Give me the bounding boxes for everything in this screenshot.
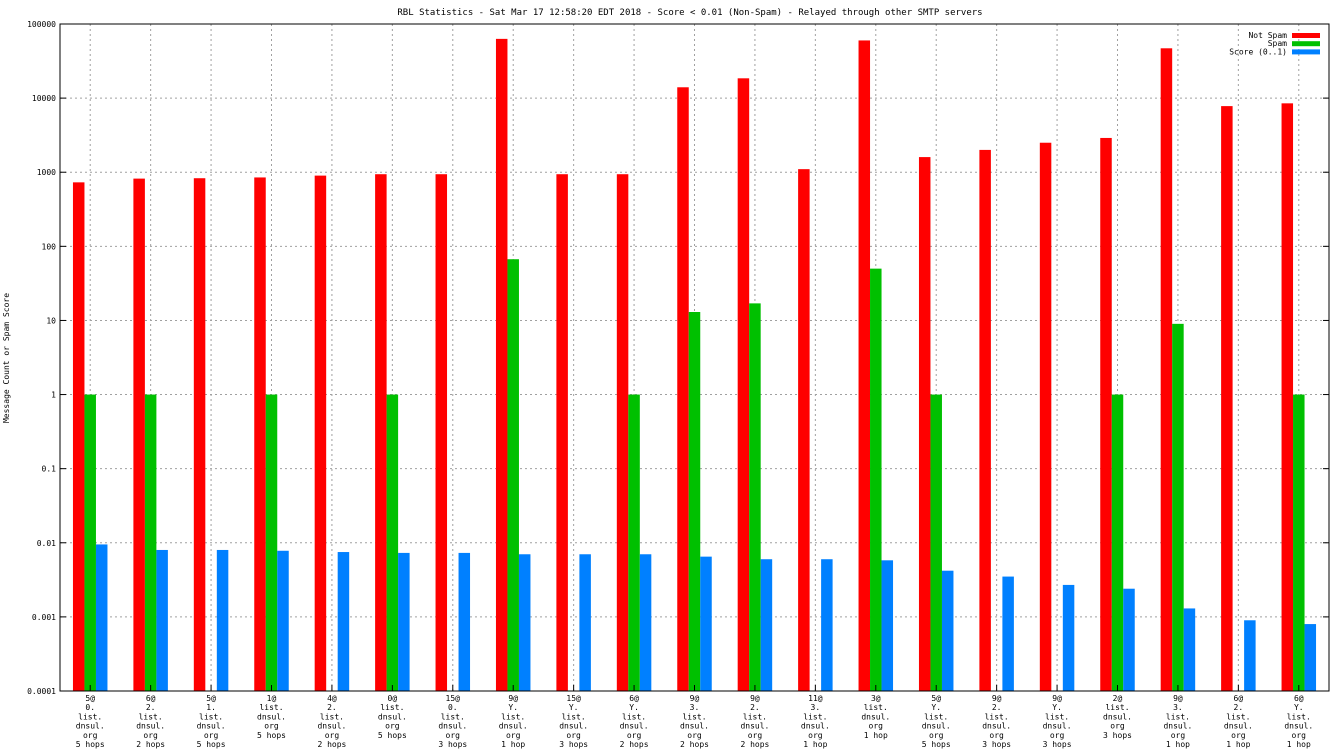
- x-category-label: 5@ 1. list. dnsul. org 5 hops: [197, 694, 226, 749]
- bar-not-spam: [918, 157, 931, 692]
- bar-score-0-1: [579, 554, 591, 691]
- x-category-label: 9@ Y. list. dnsul. org 1 hop: [499, 694, 528, 749]
- bar-not-spam: [737, 78, 750, 691]
- x-category-label: 9@ 3. list. dnsul. org 1 hop: [1163, 694, 1192, 749]
- bar-spam: [749, 303, 761, 691]
- bar-spam: [1111, 394, 1124, 691]
- bar-score-0-1: [1002, 576, 1014, 691]
- x-category-label: 6@ Y. list. dnsul. org 2 hops: [620, 694, 649, 749]
- bar-spam: [265, 394, 278, 691]
- x-category-label: 9@ 2. list. dnsul. org 2 hops: [740, 694, 769, 749]
- bar-score-0-1: [941, 570, 954, 691]
- legend-swatch: [1292, 41, 1320, 47]
- bar-score-0-1: [1304, 624, 1317, 691]
- bar-spam: [84, 394, 96, 691]
- x-category-label: 15@ 0. list. dnsul. org 3 hops: [438, 694, 467, 749]
- x-category-label: 9@ Y. list. dnsul. org 3 hops: [1043, 694, 1072, 749]
- legend-label: Score (0..1): [1229, 47, 1287, 56]
- bar-score-0-1: [458, 552, 471, 691]
- y-tick-label: 10000: [32, 94, 56, 103]
- bar-score-0-1: [277, 550, 289, 691]
- bar-spam: [628, 394, 640, 691]
- bar-not-spam: [435, 174, 448, 691]
- bar-not-spam: [1281, 103, 1294, 692]
- bar-not-spam: [1160, 48, 1173, 692]
- bar-not-spam: [375, 174, 387, 691]
- bar-score-0-1: [518, 554, 531, 691]
- bars: [72, 38, 1317, 692]
- bar-not-spam: [858, 40, 871, 691]
- x-axis-category-labels: 5@ 0. list. dnsul. org 5 hops 6@ 2. list. dnsul. o…: [76, 694, 1313, 749]
- bar-score-0-1: [216, 549, 229, 691]
- legend-label: Spam: [1268, 39, 1287, 48]
- x-category-label: 6@ 2. list. dnsul. org 2 hops: [136, 694, 165, 749]
- bar-not-spam: [798, 169, 810, 691]
- legend-swatch: [1292, 49, 1320, 55]
- bar-not-spam: [193, 178, 206, 692]
- bar-not-spam: [254, 177, 266, 691]
- y-tick-label: 0.0001: [27, 687, 56, 696]
- bar-spam: [507, 259, 519, 691]
- x-category-label: 6@ 2. list. dnsul. org 1 hop: [1224, 694, 1253, 749]
- x-category-label: 15@ Y. list. dnsul. org 3 hops: [559, 694, 588, 749]
- y-axis-ticks: 0.0001 0.001 0.01 0.1 1 10 100 1000 10000 100000: [27, 20, 1329, 696]
- bar-score-0-1: [821, 559, 833, 691]
- bar-not-spam: [72, 182, 85, 691]
- legend-label: Not Spam: [1248, 31, 1287, 40]
- bar-score-0-1: [95, 544, 108, 691]
- bar-score-0-1: [1123, 588, 1135, 691]
- bar-score-0-1: [1183, 608, 1196, 691]
- x-category-label: 4@ 2. list. dnsul. org 2 hops: [317, 694, 346, 749]
- x-category-label: 3@ list. dnsul. org 1 hop: [861, 694, 890, 740]
- bar-not-spam: [133, 178, 145, 692]
- bar-not-spam: [616, 174, 629, 691]
- y-tick-label: 0.001: [32, 613, 56, 622]
- bar-not-spam: [1100, 137, 1112, 691]
- legend-swatch: [1292, 33, 1320, 38]
- x-category-label: 5@ Y. list. dnsul. org 5 hops: [922, 694, 951, 749]
- bar-not-spam: [314, 175, 327, 692]
- y-tick-label: 1: [51, 391, 56, 400]
- bar-score-0-1: [1062, 584, 1075, 691]
- bar-not-spam: [1221, 106, 1233, 692]
- bar-not-spam: [1039, 142, 1052, 692]
- x-category-label: 1@ list. dnsul. org 5 hops: [257, 694, 286, 740]
- bar-not-spam: [556, 174, 568, 691]
- bar-score-0-1: [398, 552, 410, 691]
- bar-score-0-1: [337, 552, 350, 691]
- y-tick-label: 1000: [37, 168, 56, 177]
- x-category-label: 9@ 2. list. dnsul. org 3 hops: [982, 694, 1011, 749]
- bar-score-0-1: [760, 559, 773, 691]
- bar-score-0-1: [156, 549, 168, 691]
- y-tick-label: 0.01: [37, 539, 56, 548]
- bar-spam: [1293, 394, 1305, 691]
- x-category-label: 6@ Y. list. dnsul. org 1 hop: [1284, 694, 1313, 749]
- x-category-label: 2@ list. dnsul. org 3 hops: [1103, 694, 1132, 740]
- x-category-label: 5@ 0. list. dnsul. org 5 hops: [76, 694, 105, 749]
- bar-spam: [1172, 323, 1184, 691]
- y-tick-label: 100000: [27, 20, 56, 29]
- bar-spam: [930, 394, 942, 691]
- bar-spam: [144, 394, 157, 691]
- bar-score-0-1: [700, 556, 712, 691]
- bar-not-spam: [677, 87, 689, 691]
- bar-spam: [870, 268, 882, 691]
- x-category-label: 11@ 3. list. dnsul. org 1 hop: [801, 694, 830, 749]
- bar-score-0-1: [1244, 620, 1256, 691]
- y-tick-label: 100: [42, 242, 57, 251]
- y-tick-label: 0.1: [42, 465, 57, 474]
- bar-score-0-1: [639, 554, 652, 691]
- chart-title: RBL Statistics - Sat Mar 17 12:58:20 EDT…: [397, 8, 982, 18]
- bar-not-spam: [495, 38, 508, 692]
- x-category-label: 9@ 3. list. dnsul. org 2 hops: [680, 694, 709, 749]
- bar-spam: [386, 394, 399, 691]
- bar-spam: [688, 312, 701, 691]
- bar-score-0-1: [881, 560, 894, 691]
- y-tick-label: 10: [46, 316, 56, 325]
- bar-not-spam: [979, 149, 991, 691]
- x-category-label: 0@ list. dnsul. org 5 hops: [378, 694, 407, 740]
- y-axis-label: Message Count or Spam Score: [2, 293, 11, 423]
